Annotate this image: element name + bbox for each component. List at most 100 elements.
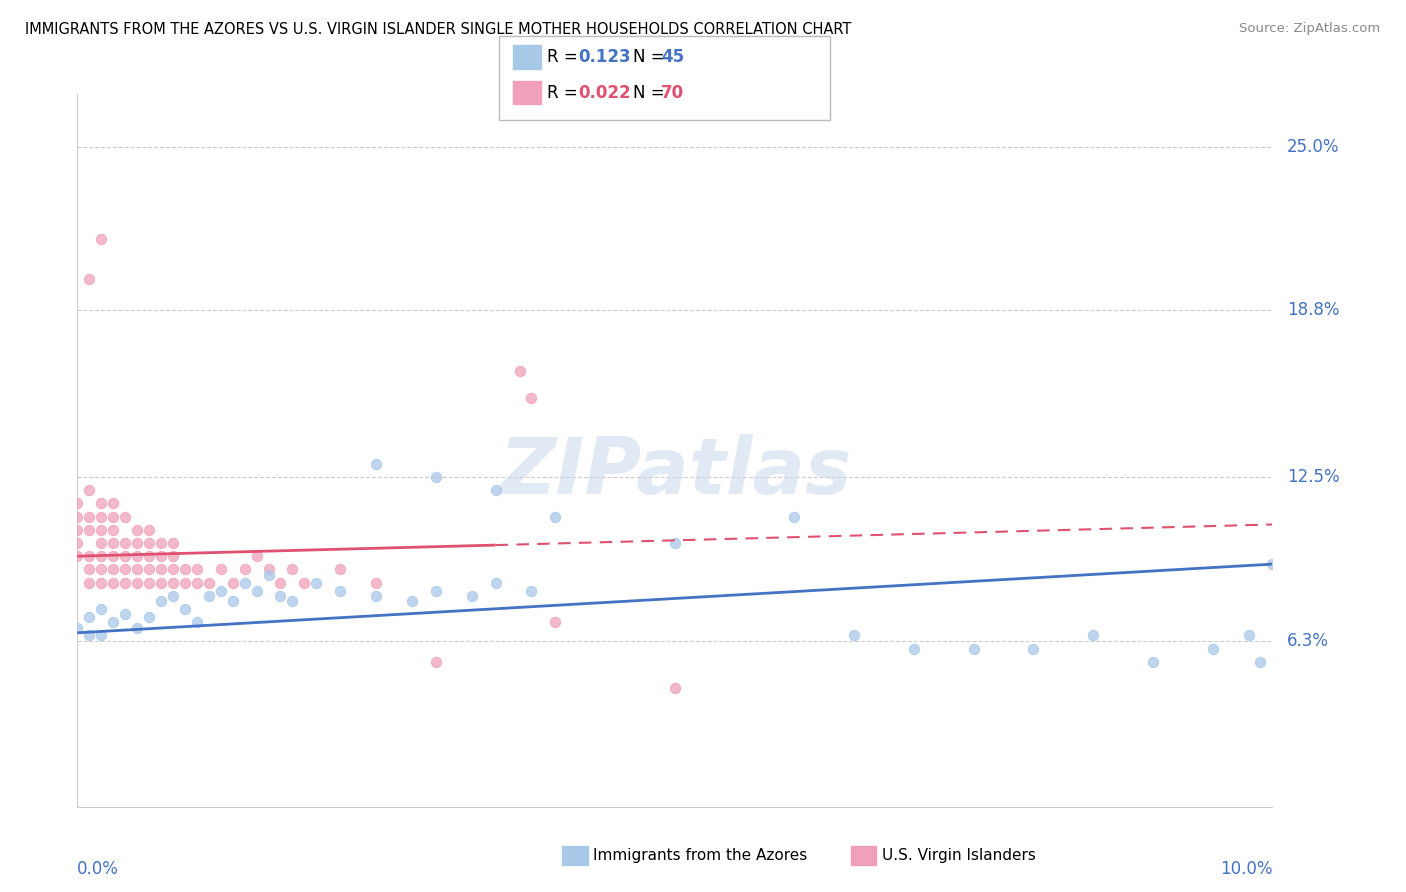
- Point: [520, 391, 543, 405]
- Text: 0.123: 0.123: [578, 48, 630, 66]
- Point: [1083, 628, 1105, 642]
- Point: [79, 562, 101, 576]
- Text: U.S. Virgin Islanders: U.S. Virgin Islanders: [882, 848, 1035, 863]
- Point: [197, 575, 219, 590]
- Point: [103, 549, 124, 564]
- Point: [79, 271, 101, 285]
- Point: [90, 549, 112, 564]
- Point: [270, 575, 292, 590]
- Point: [90, 602, 112, 616]
- Text: R =: R =: [547, 48, 583, 66]
- Point: [79, 483, 101, 497]
- Point: [150, 562, 173, 576]
- Point: [257, 562, 280, 576]
- Point: [174, 602, 197, 616]
- Point: [1250, 655, 1272, 669]
- Point: [162, 549, 184, 564]
- Point: [90, 575, 112, 590]
- Point: [103, 615, 124, 630]
- Point: [222, 575, 245, 590]
- Point: [150, 575, 173, 590]
- Point: [461, 589, 484, 603]
- Text: N =: N =: [633, 84, 669, 102]
- Text: 25.0%: 25.0%: [1286, 137, 1340, 155]
- Point: [162, 536, 184, 550]
- Point: [127, 523, 149, 537]
- Point: [174, 575, 197, 590]
- Point: [103, 536, 124, 550]
- Point: [329, 583, 352, 598]
- Point: [197, 589, 219, 603]
- Point: [162, 562, 184, 576]
- Point: [903, 641, 925, 656]
- Point: [103, 562, 124, 576]
- Point: [127, 562, 149, 576]
- Point: [520, 583, 543, 598]
- Point: [485, 483, 508, 497]
- Point: [138, 610, 160, 624]
- Point: [186, 615, 208, 630]
- Text: 18.8%: 18.8%: [1286, 301, 1340, 319]
- Point: [281, 562, 304, 576]
- Point: [90, 496, 112, 510]
- Point: [66, 523, 89, 537]
- Point: [162, 575, 184, 590]
- Text: 10.0%: 10.0%: [1220, 860, 1272, 878]
- Point: [66, 549, 89, 564]
- Point: [281, 594, 304, 608]
- Point: [90, 628, 112, 642]
- Point: [509, 364, 531, 378]
- Point: [664, 536, 686, 550]
- Point: [292, 575, 315, 590]
- Point: [90, 523, 112, 537]
- Point: [138, 536, 160, 550]
- Point: [79, 509, 101, 524]
- Text: 6.3%: 6.3%: [1286, 632, 1329, 649]
- Point: [233, 575, 256, 590]
- Point: [425, 470, 447, 484]
- Point: [257, 567, 280, 582]
- Point: [79, 549, 101, 564]
- Point: [209, 562, 232, 576]
- Point: [246, 549, 269, 564]
- Point: [127, 621, 149, 635]
- Point: [425, 583, 447, 598]
- Text: Immigrants from the Azores: Immigrants from the Azores: [593, 848, 807, 863]
- Point: [79, 610, 101, 624]
- Text: N =: N =: [633, 48, 669, 66]
- Point: [150, 594, 173, 608]
- Point: [174, 562, 197, 576]
- Text: 70: 70: [661, 84, 683, 102]
- Point: [1202, 641, 1225, 656]
- Point: [114, 536, 136, 550]
- Point: [114, 607, 136, 622]
- Point: [138, 523, 160, 537]
- Point: [305, 575, 328, 590]
- Point: [114, 562, 136, 576]
- Point: [79, 628, 101, 642]
- Point: [1022, 641, 1045, 656]
- Point: [186, 562, 208, 576]
- Point: [246, 583, 269, 598]
- Point: [66, 621, 89, 635]
- Text: Source: ZipAtlas.com: Source: ZipAtlas.com: [1240, 22, 1381, 36]
- Point: [270, 589, 292, 603]
- Point: [138, 575, 160, 590]
- Point: [1237, 628, 1260, 642]
- Point: [844, 628, 866, 642]
- Point: [162, 589, 184, 603]
- Point: [103, 523, 124, 537]
- Point: [186, 575, 208, 590]
- Point: [103, 509, 124, 524]
- Point: [233, 562, 256, 576]
- Point: [485, 575, 508, 590]
- Point: [114, 575, 136, 590]
- Text: R =: R =: [547, 84, 583, 102]
- Point: [103, 496, 124, 510]
- Point: [90, 536, 112, 550]
- Point: [114, 509, 136, 524]
- Point: [90, 232, 112, 246]
- Point: [150, 549, 173, 564]
- Point: [127, 575, 149, 590]
- Point: [66, 536, 89, 550]
